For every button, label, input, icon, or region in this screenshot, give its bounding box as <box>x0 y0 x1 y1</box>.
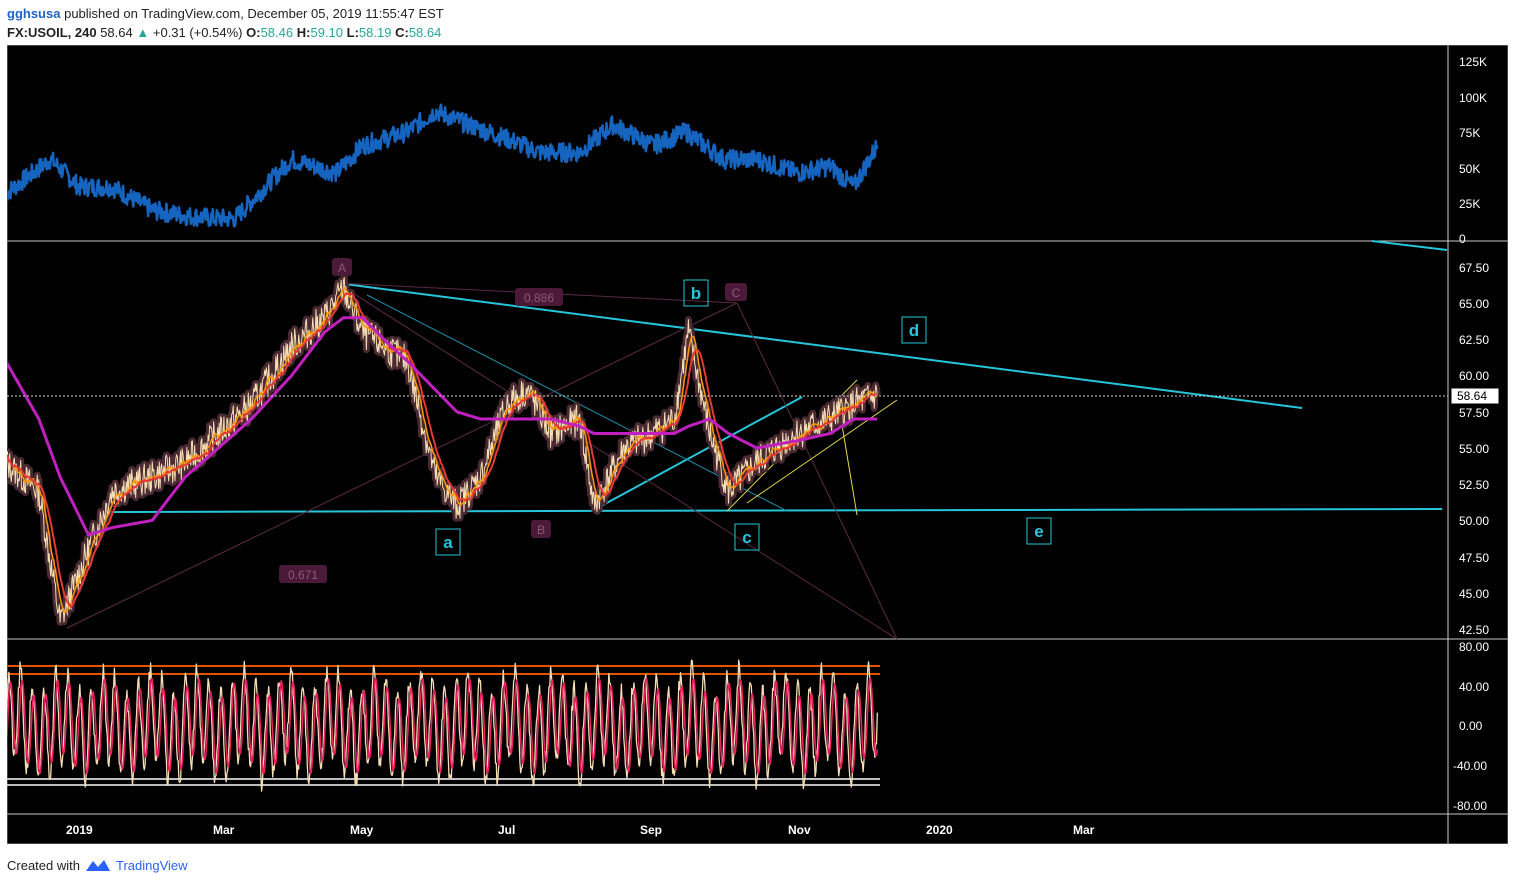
wave-label-b-box[interactable] <box>683 279 709 307</box>
price-tick-5000: 50.00 <box>1459 514 1489 528</box>
wave-label-e-box[interactable] <box>1026 517 1052 545</box>
low-value: 58.19 <box>358 25 392 40</box>
close-label: C: <box>395 25 409 40</box>
price-tick-5500: 55.00 <box>1459 442 1489 456</box>
open-value: 58.46 <box>260 25 294 40</box>
price-tick-4500: 45.00 <box>1459 587 1489 601</box>
point-label-A[interactable]: A <box>338 261 346 275</box>
price-tick-5250: 52.50 <box>1459 478 1489 492</box>
price-tick-4750: 47.50 <box>1459 551 1489 565</box>
wave-label-a[interactable]: a <box>443 533 453 552</box>
last-price-tag <box>1450 387 1500 405</box>
ratio-label-0886[interactable]: 0.886 <box>524 291 554 305</box>
wave-labels[interactable]: a b c d e A B C 0.886 0.671 <box>279 258 1052 583</box>
ratio-label-0886-box[interactable] <box>515 288 563 306</box>
time-tick-sep: Sep <box>640 823 662 837</box>
time-tick-nov: Nov <box>788 823 811 837</box>
time-tick-mar-2020: Mar <box>1073 823 1095 837</box>
up-arrow-icon: ▲ <box>136 25 150 40</box>
series-layer <box>7 103 881 792</box>
volume-pane-trendline[interactable] <box>1371 240 1448 251</box>
stochastic-k-line <box>7 659 878 792</box>
point-label-C[interactable]: C <box>732 286 741 300</box>
published-text: published on TradingView.com, December 0… <box>64 6 444 21</box>
osc-tick-80: 80.00 <box>1459 640 1489 654</box>
time-tick-mar: Mar <box>213 823 235 837</box>
wave-label-c[interactable]: c <box>742 528 751 547</box>
price-tick-6000: 60.00 <box>1459 369 1489 383</box>
wave-label-e[interactable]: e <box>1034 522 1043 541</box>
price-tick-6500: 65.00 <box>1459 297 1489 311</box>
vol-tick-75k: 75K <box>1459 126 1480 140</box>
osc-tick-neg40: -40.00 <box>1453 759 1487 773</box>
vol-tick-25k: 25K <box>1459 197 1480 211</box>
symbol-label: FX:USOIL, 240 <box>7 25 97 40</box>
point-label-B-box[interactable] <box>531 520 551 538</box>
yellow-channel-lower[interactable] <box>746 399 898 504</box>
tradingview-logo-icon <box>85 860 110 871</box>
price-tick-6750: 67.50 <box>1459 261 1489 275</box>
time-tick-jul: Jul <box>498 823 515 837</box>
ratio-label-0671[interactable]: 0.671 <box>288 568 318 582</box>
publisher-line: gghsusa published on TradingView.com, De… <box>7 6 444 21</box>
volume-line <box>7 103 879 228</box>
osc-tick-neg80: -80.00 <box>1453 799 1487 813</box>
vol-tick-50k: 50K <box>1459 162 1480 176</box>
time-tick-2019: 2019 <box>66 823 93 837</box>
last-price: 58.64 <box>100 25 133 40</box>
wave-label-b[interactable]: b <box>691 284 701 303</box>
ratio-label-0671-box[interactable] <box>279 565 327 583</box>
magenta-moving-average <box>7 316 878 537</box>
price-tick-5750: 57.50 <box>1459 406 1489 420</box>
vol-tick-100k: 100K <box>1459 91 1487 105</box>
descending-trendline[interactable] <box>336 282 1303 409</box>
osc-tick-0: 0.00 <box>1459 719 1483 733</box>
last-price-tag-label: 58.64 <box>1457 389 1487 403</box>
footer: Created with TradingView <box>7 857 188 873</box>
stochastic-d-line <box>7 677 879 775</box>
price-tick-4250: 42.50 <box>1459 623 1489 637</box>
red-moving-average <box>7 292 878 608</box>
yellow-fork-line[interactable] <box>841 424 858 516</box>
price-change: +0.31 (+0.54%) <box>152 25 243 40</box>
harmonic-line-cd[interactable] <box>736 302 898 640</box>
chart-canvas[interactable]: 58.64 a b c d e A B C 0.886 0.671 125K 1… <box>7 45 1508 844</box>
point-label-A-box[interactable] <box>332 258 352 276</box>
wave-label-a-box[interactable] <box>435 528 461 556</box>
time-tick-2020: 2020 <box>926 823 953 837</box>
wave-label-d[interactable]: d <box>909 321 919 340</box>
low-label: L: <box>346 25 359 40</box>
wave-label-d-box[interactable] <box>901 316 927 344</box>
rising-trendline[interactable] <box>591 396 803 512</box>
open-label: O: <box>246 25 261 40</box>
high-label: H: <box>296 25 311 40</box>
point-label-C-box[interactable] <box>725 283 747 301</box>
vol-tick-0: 0 <box>1459 232 1466 246</box>
point-label-B[interactable]: B <box>537 523 545 537</box>
time-tick-may: May <box>350 823 374 837</box>
created-with-text: Created with <box>7 857 80 873</box>
wave-label-c-box[interactable] <box>734 523 760 551</box>
price-axis[interactable]: 125K 100K 75K 50K 25K 0 67.50 65.00 62.5… <box>1453 55 1489 813</box>
symbol-line: FX:USOIL, 240 58.64 ▲ +0.31 (+0.54%) O:5… <box>7 25 441 40</box>
vol-tick-125k: 125K <box>1459 55 1487 69</box>
close-value: 58.64 <box>408 25 442 40</box>
high-value: 59.10 <box>310 25 344 40</box>
author-name[interactable]: gghsusa <box>7 6 61 21</box>
time-axis[interactable]: 2019 Mar May Jul Sep Nov 2020 Mar <box>66 823 1095 837</box>
osc-tick-40: 40.00 <box>1459 680 1489 694</box>
tradingview-link[interactable]: TradingView <box>115 857 188 873</box>
support-trendline[interactable] <box>101 508 1443 513</box>
price-tick-6250: 62.50 <box>1459 333 1489 347</box>
harmonic-line-xd[interactable] <box>66 302 738 629</box>
